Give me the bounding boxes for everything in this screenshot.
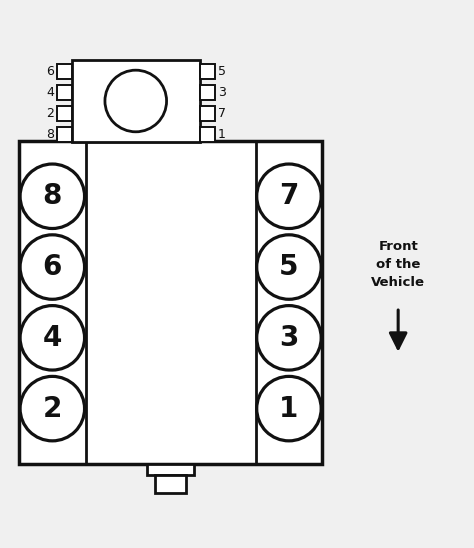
Bar: [147, 464, 194, 476]
Circle shape: [257, 306, 321, 370]
Text: 8: 8: [46, 128, 54, 141]
Circle shape: [105, 70, 166, 132]
Circle shape: [257, 235, 321, 299]
Bar: [200, 84, 215, 100]
Text: 4: 4: [43, 324, 62, 352]
Bar: [56, 106, 72, 121]
Text: 5: 5: [218, 65, 226, 78]
Circle shape: [20, 164, 84, 229]
Text: Front
of the
Vehicle: Front of the Vehicle: [371, 240, 425, 289]
Bar: [56, 127, 72, 142]
Text: 4: 4: [46, 85, 54, 99]
Text: 6: 6: [43, 253, 62, 281]
Text: 7: 7: [218, 107, 226, 119]
Bar: [72, 60, 200, 142]
Text: 3: 3: [218, 85, 226, 99]
Text: 1: 1: [279, 395, 299, 423]
Bar: [56, 64, 72, 79]
Circle shape: [257, 376, 321, 441]
Bar: [200, 127, 215, 142]
Circle shape: [20, 306, 84, 370]
Text: 7: 7: [279, 182, 299, 210]
Bar: [200, 64, 215, 79]
Circle shape: [20, 376, 84, 441]
Text: 5: 5: [279, 253, 299, 281]
Circle shape: [20, 235, 84, 299]
Text: 1: 1: [218, 128, 226, 141]
Bar: [200, 106, 215, 121]
Text: 8: 8: [43, 182, 62, 210]
Circle shape: [257, 164, 321, 229]
Text: 2: 2: [46, 107, 54, 119]
Text: 3: 3: [279, 324, 299, 352]
Text: 6: 6: [46, 65, 54, 78]
Bar: [56, 84, 72, 100]
Bar: [19, 141, 322, 464]
Text: 2: 2: [43, 395, 62, 423]
Bar: [155, 476, 186, 493]
